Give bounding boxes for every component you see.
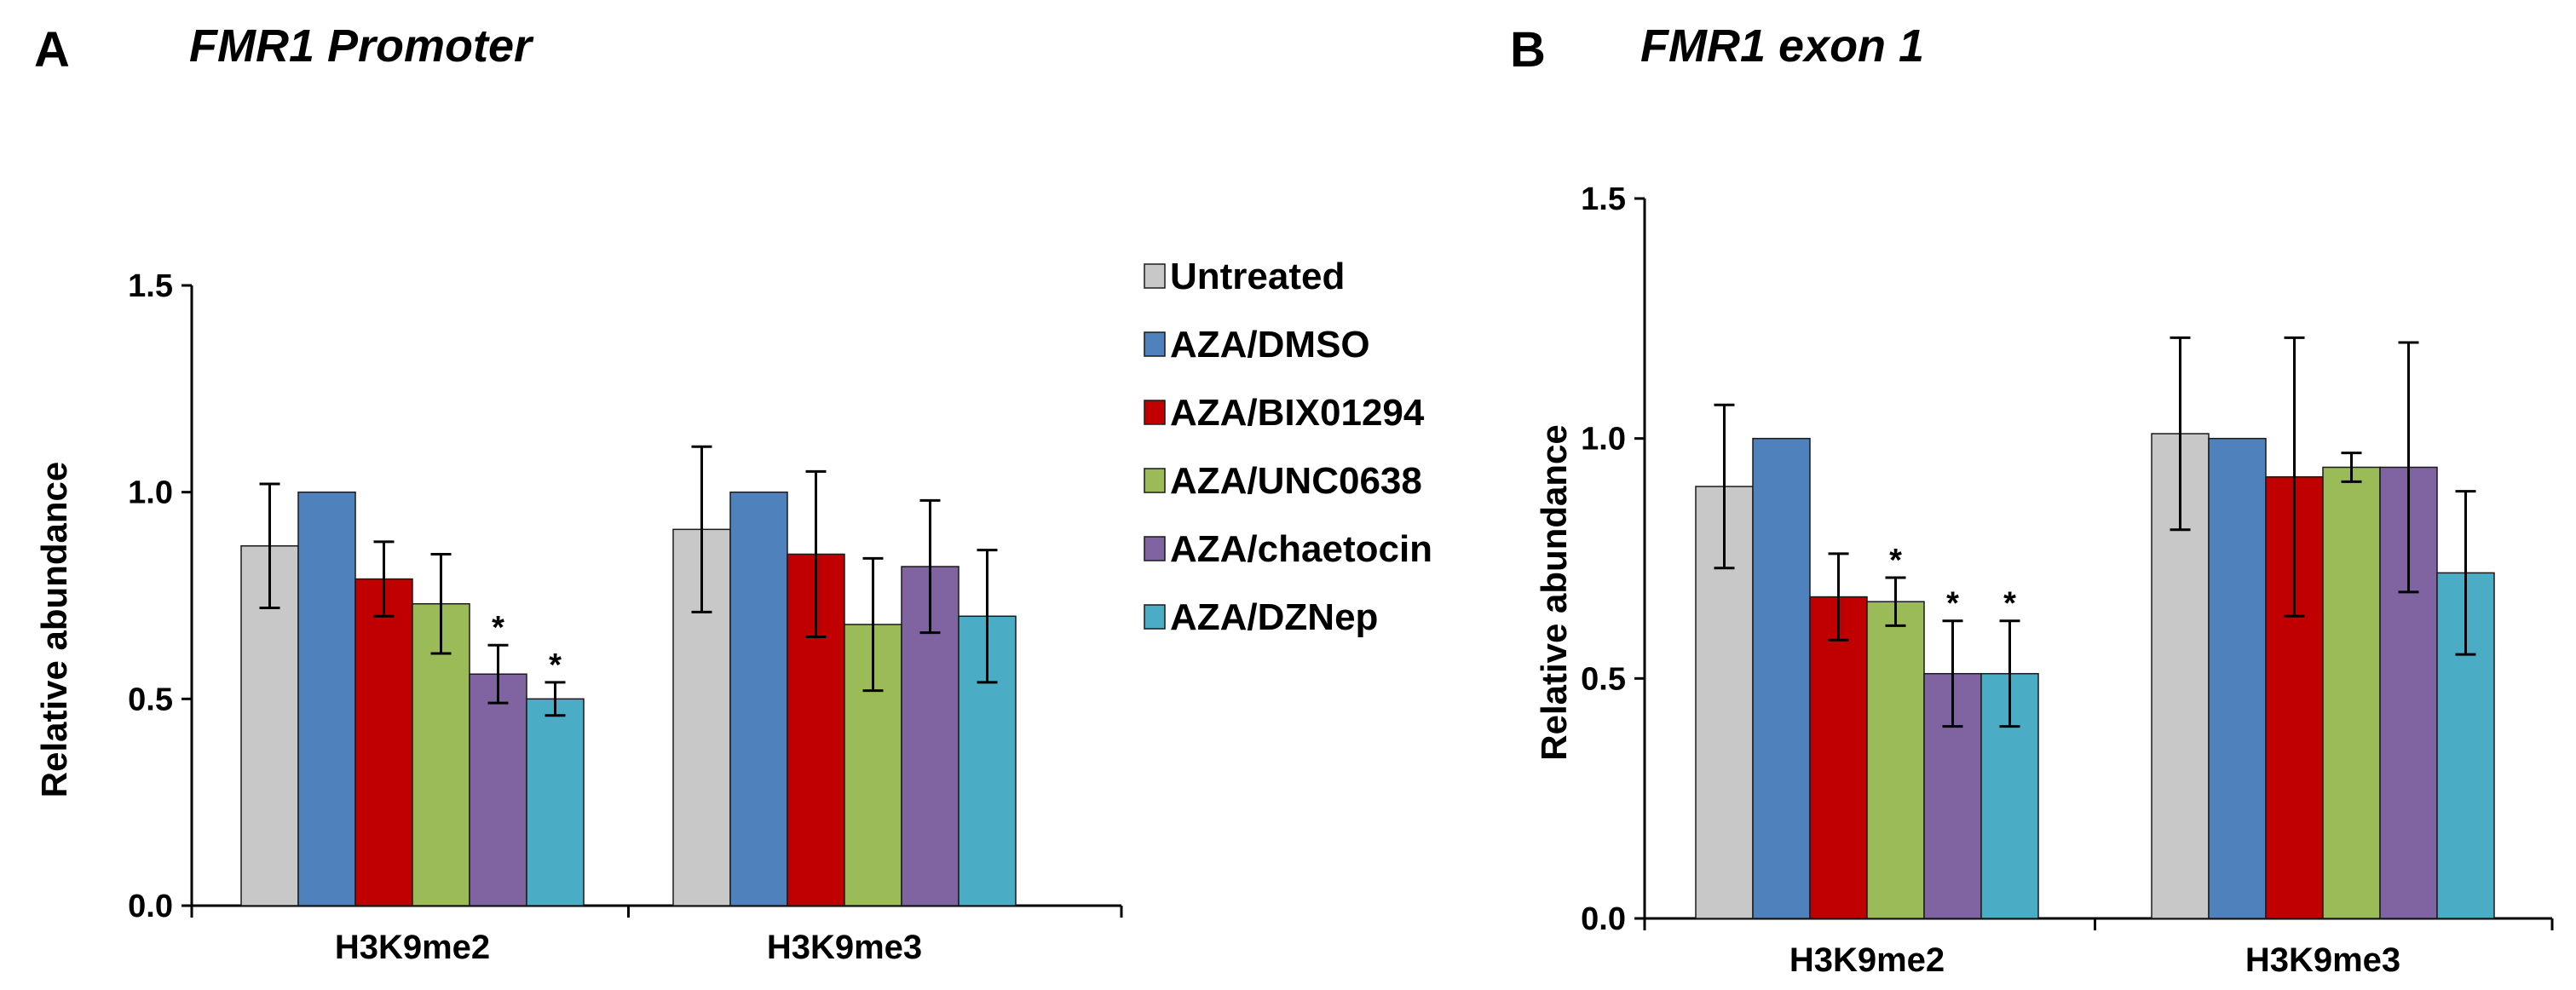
panel-b-significance-h3k9me2-aza-chaetocin: * [1946,586,1959,622]
legend-label-aza-dmso: AZA/DMSO [1170,324,1370,365]
panel-b-letter: B [1510,22,1546,78]
panel-a-y-tick-label: 0.0 [128,889,173,924]
panel-b-bar-h3k9me2-aza-bix01294 [1809,596,1868,919]
legend-label-untreated: Untreated [1170,256,1345,297]
legend-swatch-aza-chaetocin [1144,536,1166,561]
legend-swatch-aza-unc0638 [1144,468,1166,493]
legend-swatch-aza-dmso [1144,331,1166,357]
panel-b-significance-h3k9me2-aza-dznep: * [2003,586,2016,622]
panel-b-y-tick-label: 1.0 [1581,422,1626,458]
legend-swatch-aza-dznep [1144,604,1166,630]
panel-b-bar-h3k9me3-aza-unc0638 [2322,466,2381,919]
panel-b-y-tick-label: 1.5 [1581,181,1626,217]
panel-b-plot: 0.0 0.5 1.0 1.5 Relative abundance * * * H3K9me2… [1534,181,2554,979]
panel-b-bar-h3k9me2-aza-unc0638 [1866,601,1925,919]
panel-a-title: FMR1 Promoter [189,20,534,72]
panel-b-y-axis-title: Relative abundance [1534,424,1574,760]
panel-a-y-axis-title: Relative abundance [34,462,74,797]
panel-a-significance-h3k9me2-aza-chaetocin: * [492,610,504,646]
legend-label-aza-unc0638: AZA/UNC0638 [1170,460,1422,502]
panel-b-y-tick-label: 0.0 [1581,901,1626,937]
panel-b-y-tick-label: 0.5 [1581,661,1626,697]
legend-swatch-untreated [1144,263,1166,289]
panel-b-significance-h3k9me2-aza-unc0638: * [1889,543,1902,578]
panel-b: B FMR1 exon 1 0.0 0.5 1.0 1.5 Relative abund… [1510,20,2554,979]
panel-a-y-tick-label: 0.5 [128,682,173,717]
panel-a-significance-h3k9me2-aza-dznep: * [549,648,562,683]
legend-label-aza-dznep: AZA/DZNep [1170,596,1378,638]
panel-a-plot: 0.0 0.5 1.0 1.5 Relative abundance * * H3K9me2 H… [34,268,1123,966]
panel-b-category-label-h3k9me3: H3K9me3 [2245,941,2400,979]
legend: Untreated AZA/DMSO AZA/BIX01294 AZA/UNC0638… [1144,256,1432,638]
legend-label-aza-chaetocin: AZA/chaetocin [1170,528,1432,570]
panel-a-bar-h3k9me2-aza-dznep [526,698,585,907]
panel-a-y-tick-label: 1.5 [128,268,173,304]
panel-a-category-label-h3k9me2: H3K9me2 [335,929,490,966]
legend-swatch-aza-bix01294 [1144,400,1166,425]
panel-b-title: FMR1 exon 1 [1640,20,1924,72]
panel-a-y-tick-label: 1.0 [128,475,173,511]
panel-a-category-label-h3k9me3: H3K9me3 [767,929,922,966]
panel-b-category-label-h3k9me2: H3K9me2 [1789,941,1945,979]
panel-a-bar-h3k9me2-aza-chaetocin [469,673,527,907]
panel-a: A FMR1 Promoter 0.0 0.5 1.0 1.5 Relative abu… [34,20,1123,966]
panel-b-bar-h3k9me2-aza-dmso [1752,437,1811,919]
panel-a-bar-h3k9me2-aza-dmso [297,491,356,907]
panel-b-bar-h3k9me3-aza-dmso [2208,437,2267,919]
panel-a-bar-h3k9me2-aza-bix01294 [354,578,413,907]
panel-a-letter: A [34,22,70,78]
legend-label-aza-bix01294: AZA/BIX01294 [1170,392,1425,434]
panel-a-bar-h3k9me3-aza-dmso [729,491,788,907]
